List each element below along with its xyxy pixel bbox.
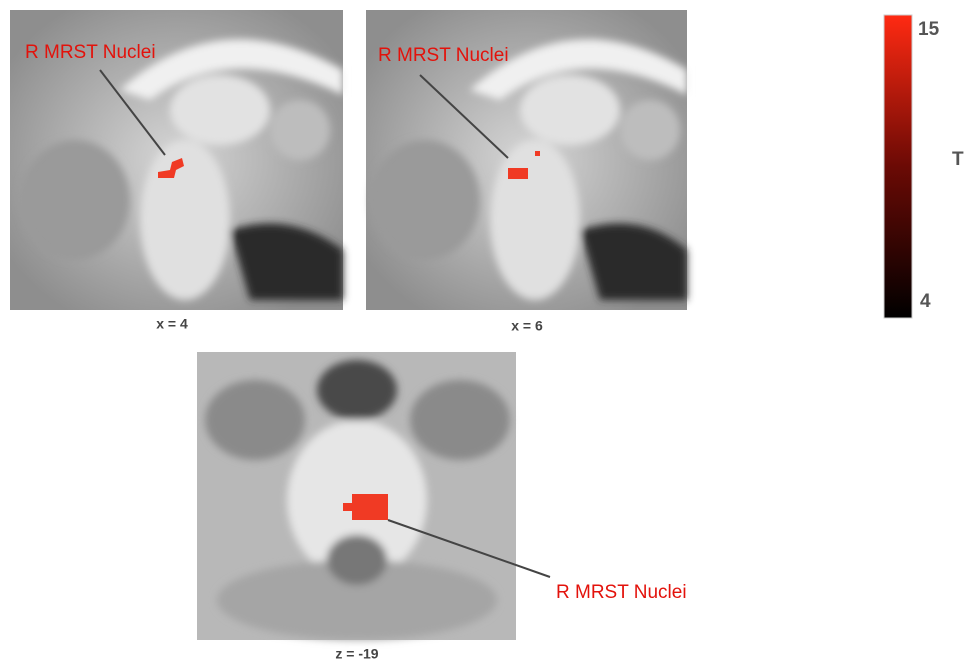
annotation: R MRST Nuclei (25, 42, 156, 63)
activation (535, 151, 540, 156)
slice-panel: R MRST Nuclei x = 4 (10, 10, 343, 332)
activation (343, 503, 353, 511)
slice-caption: x = 6 (511, 318, 543, 334)
slice-caption: x = 4 (156, 316, 188, 332)
activation (352, 494, 388, 520)
colorbar-max: 15 (918, 19, 940, 40)
colorbar-gradient (884, 15, 912, 318)
figure-canvas: R MRST Nuclei x = 4 R MRST Nuclei x = 6 (0, 0, 966, 663)
colorbar: 15 4 T (884, 15, 964, 318)
slice-panel: R MRST Nuclei z = -19 (197, 352, 687, 662)
figure: R MRST Nuclei x = 4 R MRST Nuclei x = 6 (0, 0, 966, 663)
colorbar-min: 4 (920, 291, 931, 312)
annotation: R MRST Nuclei (556, 582, 687, 603)
annotation: R MRST Nuclei (378, 45, 509, 66)
colorbar-title: T (952, 149, 964, 170)
activation (508, 168, 528, 179)
slice-panel: R MRST Nuclei x = 6 (366, 10, 687, 334)
slice-caption: z = -19 (335, 646, 378, 662)
